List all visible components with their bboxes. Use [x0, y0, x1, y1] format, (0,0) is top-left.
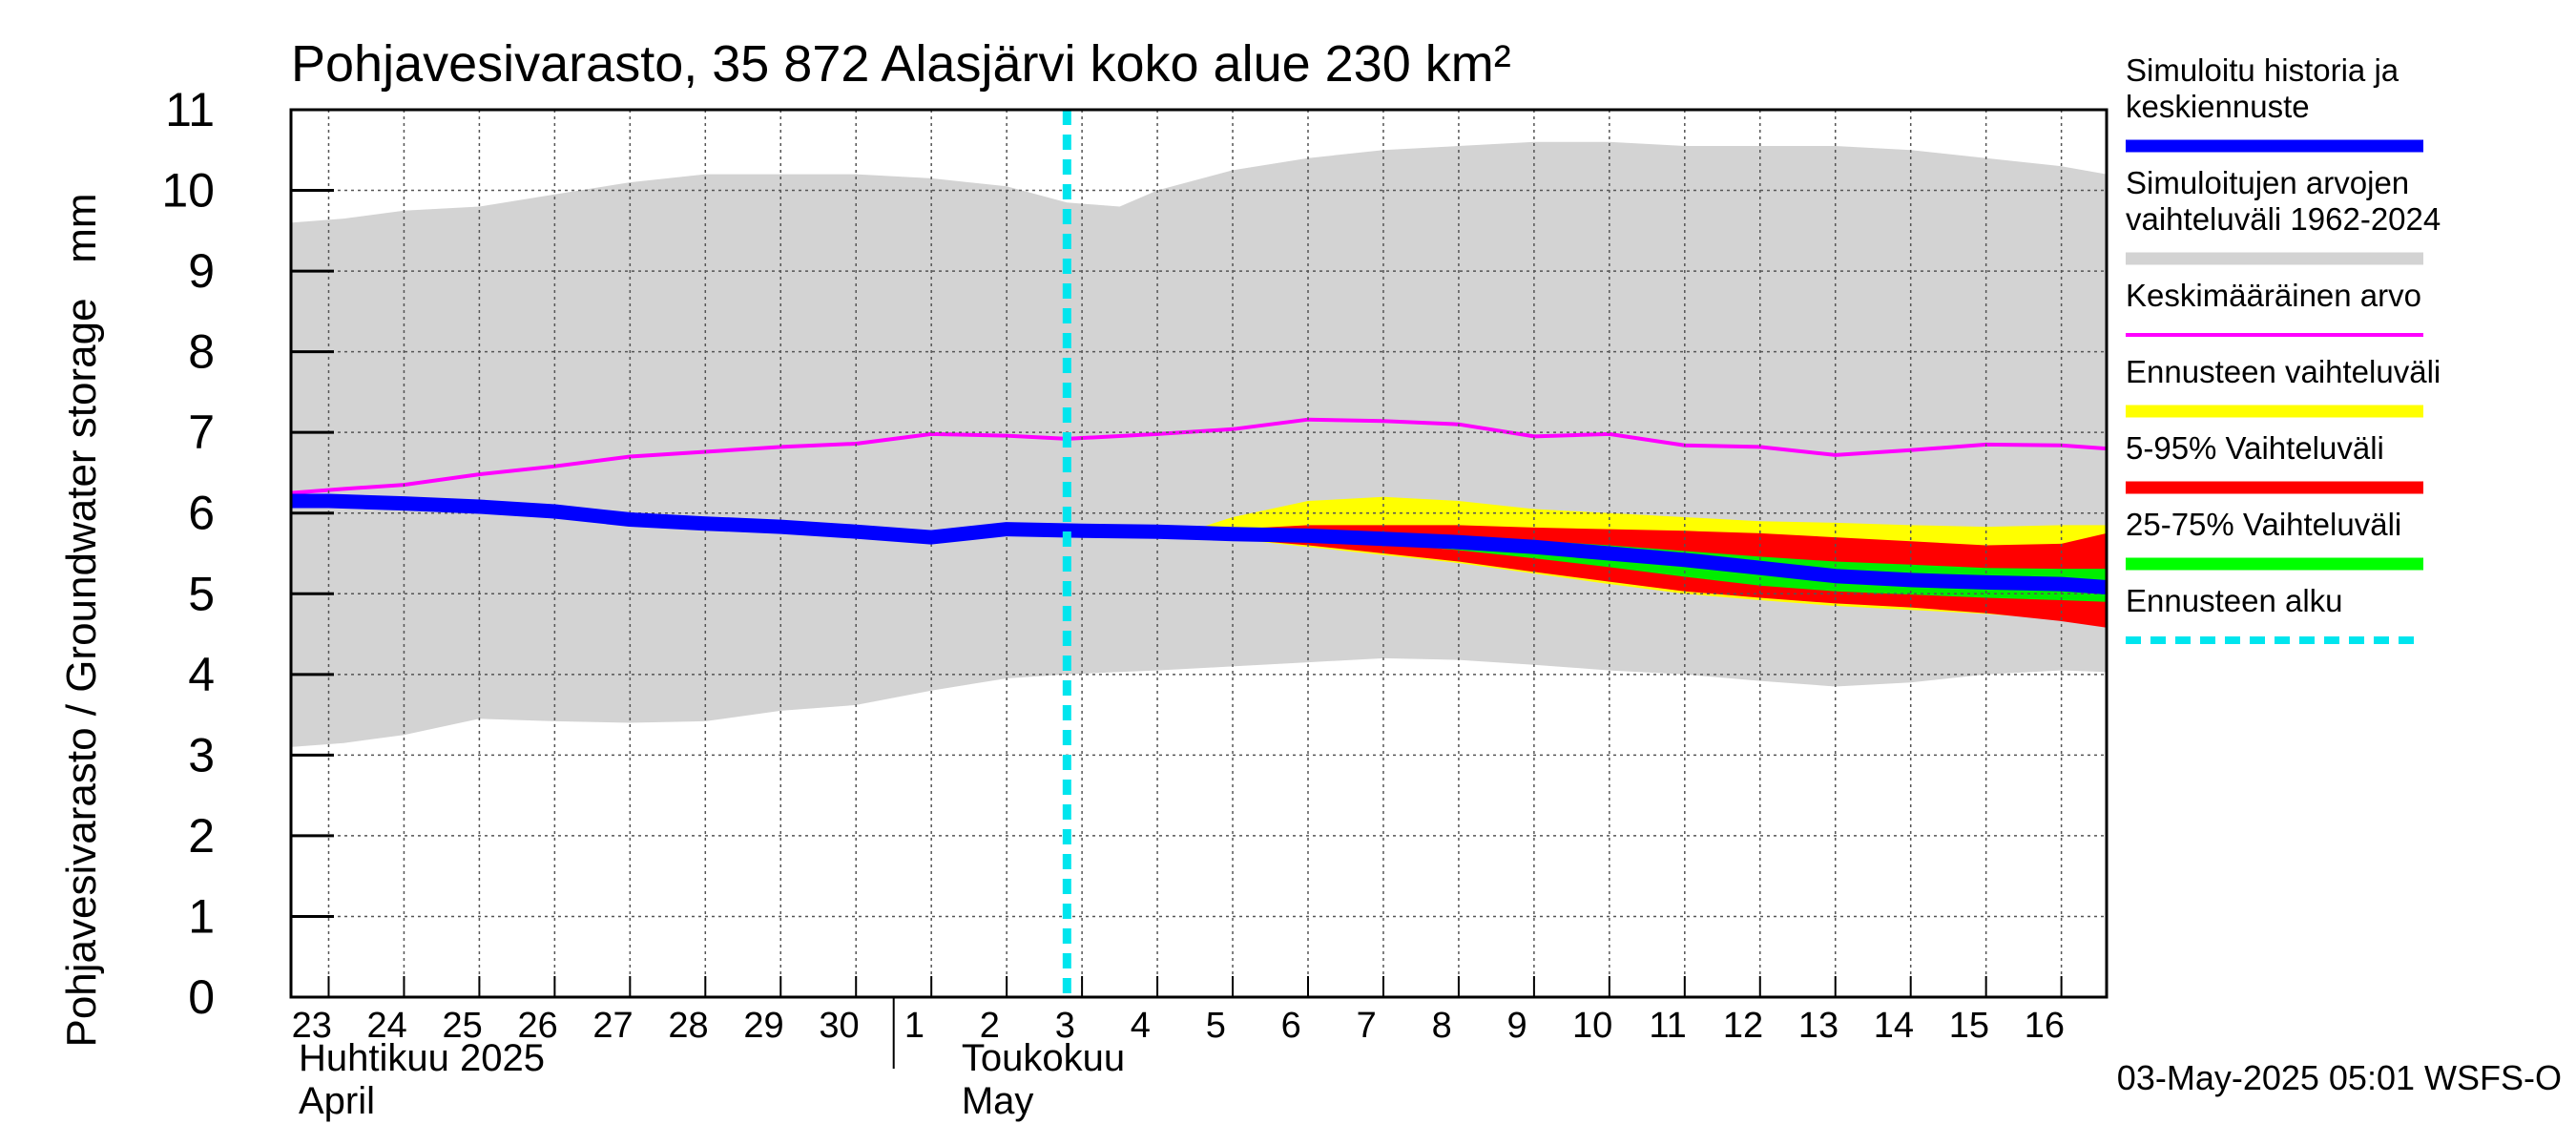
- p5-95-layer: [1195, 525, 2107, 628]
- y-tick-label: 8: [188, 325, 215, 379]
- x-tick-label: 10: [1572, 1006, 1612, 1046]
- y-tick-label: 3: [188, 728, 215, 781]
- y-tick-label: 6: [188, 487, 215, 540]
- y-tick-label: 4: [188, 648, 215, 701]
- x-tick-label: 5: [1206, 1006, 1226, 1046]
- median-layer: [291, 493, 2108, 594]
- y-axis-label: Pohjavesivarasto / Groundwater storage m…: [58, 193, 105, 1047]
- month-label-en: May: [962, 1080, 1034, 1122]
- chart-title: Pohjavesivarasto, 35 872 Alasjärvi koko …: [291, 35, 1511, 93]
- x-tick-label: 1: [904, 1006, 924, 1046]
- x-tick-label: 13: [1798, 1006, 1839, 1046]
- x-tick-labels: 23 24 25 26 27 28 29 30 1 2 3 4 5 6 7 8 9 10 11 12 13 14 15 16: [292, 1006, 2065, 1046]
- x-tick-label: 15: [1949, 1006, 1989, 1046]
- hist-range-layer: [291, 141, 2107, 747]
- x-tick-label: 23: [292, 1006, 332, 1046]
- plot-frame: [289, 108, 2109, 999]
- hist-range-band: [291, 141, 2107, 747]
- month-label-fi: Huhtikuu 2025: [299, 1037, 545, 1079]
- x-tick-label: 4: [1131, 1006, 1151, 1046]
- y-tick-label: 1: [188, 889, 215, 943]
- x-tick-label: 16: [2025, 1006, 2065, 1046]
- x-tick-label: 24: [367, 1006, 407, 1046]
- mean-line: [290, 417, 2108, 495]
- x-tick-label: 11: [1649, 1006, 1686, 1046]
- y-tick-label: 0: [188, 970, 215, 1024]
- legend-label: Simuloitu historia ja: [2126, 52, 2399, 88]
- x-tick-label: 25: [442, 1006, 482, 1046]
- x-tick-label: 6: [1281, 1006, 1301, 1046]
- legend-label: Ennusteen alku: [2126, 583, 2343, 618]
- legend-label: 5-95% Vaihteluväli: [2126, 430, 2384, 466]
- plot-area: [289, 108, 2109, 1069]
- x-tick-label: 27: [592, 1006, 633, 1046]
- legend-label: Simuloitujen arvojen: [2126, 165, 2409, 200]
- y-tick-labels: 0 1 2 3 4 5 6 7 8 9 10 11: [161, 83, 215, 1024]
- grid: [291, 109, 2107, 998]
- x-tick-label: 3: [1055, 1006, 1075, 1046]
- x-tick-label: 7: [1357, 1006, 1377, 1046]
- x-tick-label: 28: [668, 1006, 708, 1046]
- timestamp: 03-May-2025 05:01 WSFS-O: [2117, 1058, 2562, 1097]
- y-tick-label: 10: [161, 164, 215, 218]
- x-tick-label: 26: [517, 1006, 557, 1046]
- month-label-fi: Toukokuu: [962, 1037, 1125, 1079]
- x-tick-label: 9: [1507, 1006, 1527, 1046]
- x-tick-label: 14: [1874, 1006, 1914, 1046]
- legend-label: vaihteluväli 1962-2024: [2126, 201, 2441, 237]
- legend-label: 25-75% Vaihteluväli: [2126, 507, 2401, 542]
- x-tick-label: 29: [743, 1006, 783, 1046]
- x-tick-label: 12: [1723, 1006, 1763, 1046]
- legend-label: Keskimääräinen arvo: [2126, 278, 2421, 313]
- mean-layer: [290, 417, 2108, 495]
- y-tick-label: 9: [188, 244, 215, 298]
- month-label-en: April: [299, 1080, 375, 1122]
- x-tick-label: 2: [980, 1006, 1000, 1046]
- y-tick-label: 7: [188, 406, 215, 459]
- axes: [289, 108, 2109, 1069]
- y-tick-label: 2: [188, 809, 215, 863]
- legend-label: Ennusteen vaihteluväli: [2126, 354, 2441, 389]
- x-tick-label: 8: [1432, 1006, 1452, 1046]
- y-tick-label: 5: [188, 567, 215, 620]
- p5-95-band: [1195, 525, 2107, 628]
- x-tick-label: 30: [819, 1006, 859, 1046]
- median-line: [291, 493, 2108, 594]
- y-tick-label: 11: [165, 83, 215, 136]
- legend-label: keskiennuste: [2126, 89, 2310, 124]
